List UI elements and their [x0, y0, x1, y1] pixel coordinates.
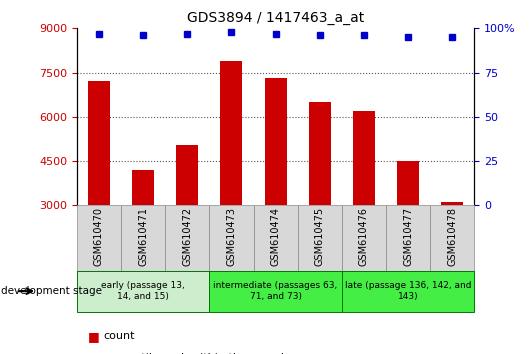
Title: GDS3894 / 1417463_a_at: GDS3894 / 1417463_a_at — [187, 11, 364, 24]
Bar — [77, 271, 209, 312]
Text: GSM610474: GSM610474 — [271, 207, 280, 266]
Text: GSM610477: GSM610477 — [403, 207, 413, 266]
Text: GSM610478: GSM610478 — [447, 207, 457, 266]
Text: early (passage 13,
14, and 15): early (passage 13, 14, and 15) — [101, 281, 185, 301]
Bar — [342, 205, 386, 271]
Bar — [209, 205, 253, 271]
Bar — [165, 205, 209, 271]
Bar — [77, 205, 121, 271]
Text: percentile rank within the sample: percentile rank within the sample — [103, 353, 291, 354]
Text: development stage: development stage — [1, 286, 102, 296]
Text: GSM610472: GSM610472 — [182, 207, 192, 266]
Bar — [353, 111, 375, 294]
Bar — [121, 205, 165, 271]
Bar — [220, 61, 243, 294]
Text: GSM610476: GSM610476 — [359, 207, 369, 266]
Text: GSM610475: GSM610475 — [315, 207, 325, 266]
Bar — [397, 161, 419, 294]
Bar — [298, 205, 342, 271]
Bar — [88, 81, 110, 294]
Text: intermediate (passages 63,
71, and 73): intermediate (passages 63, 71, and 73) — [214, 281, 338, 301]
Text: ■: ■ — [87, 351, 99, 354]
Bar — [253, 205, 298, 271]
Bar — [342, 271, 474, 312]
Text: GSM610473: GSM610473 — [226, 207, 236, 266]
Bar — [264, 79, 287, 294]
Text: late (passage 136, 142, and
143): late (passage 136, 142, and 143) — [345, 281, 471, 301]
Bar — [430, 205, 474, 271]
Text: GSM610471: GSM610471 — [138, 207, 148, 266]
Bar — [386, 205, 430, 271]
Text: ■: ■ — [87, 330, 99, 343]
Bar — [176, 145, 198, 294]
Bar — [441, 202, 463, 294]
Bar — [308, 102, 331, 294]
Text: GSM610470: GSM610470 — [94, 207, 104, 266]
Bar — [132, 170, 154, 294]
Text: count: count — [103, 331, 135, 341]
Bar — [209, 271, 342, 312]
